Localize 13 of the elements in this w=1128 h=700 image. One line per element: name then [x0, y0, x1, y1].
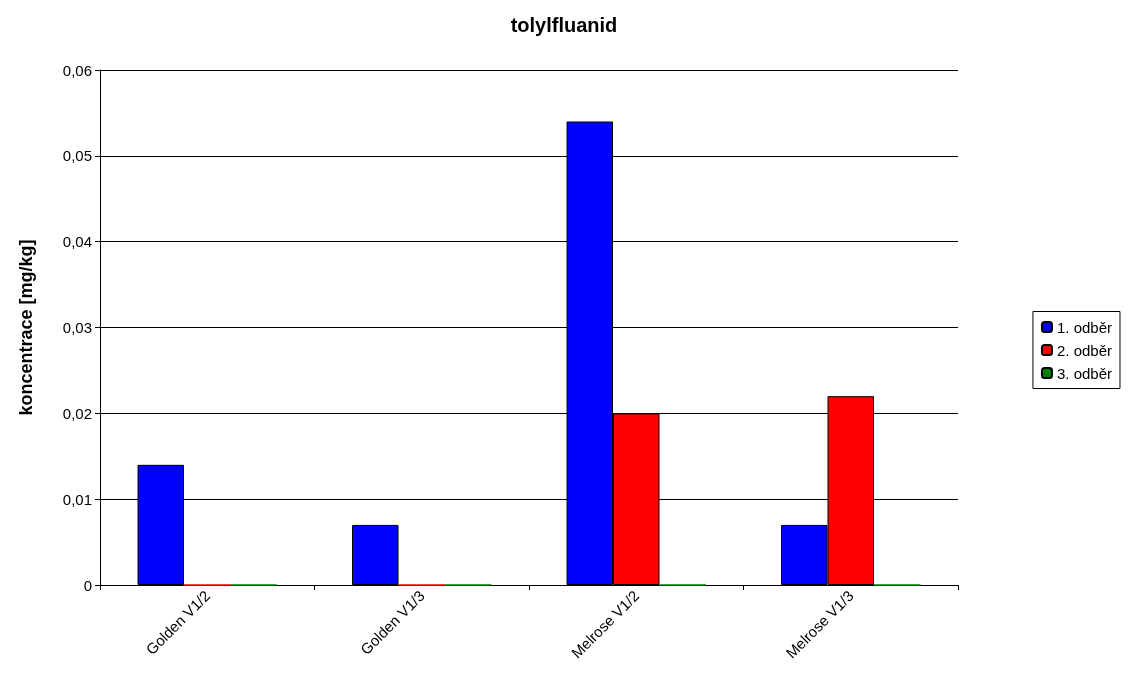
legend-label: 3. odběr	[1056, 364, 1113, 382]
y-tick-label: 0,01	[62, 490, 92, 508]
bar	[352, 524, 399, 585]
legend-label: 1. odběr	[1056, 318, 1113, 336]
y-tick-label: 0,04	[62, 233, 92, 251]
y-tick-label: 0	[83, 576, 92, 594]
y-tick-label: 0,03	[62, 319, 92, 336]
chart-title: tolylfluanid	[510, 14, 618, 36]
y-tick-label: 0,02	[62, 404, 92, 422]
y-tick-label: 0,06	[62, 61, 92, 79]
y-axis-title: koncentrace [mg/kg]	[16, 239, 36, 416]
y-tick-label: 0,05	[62, 147, 92, 165]
legend-label: 2. odběr	[1056, 341, 1113, 359]
